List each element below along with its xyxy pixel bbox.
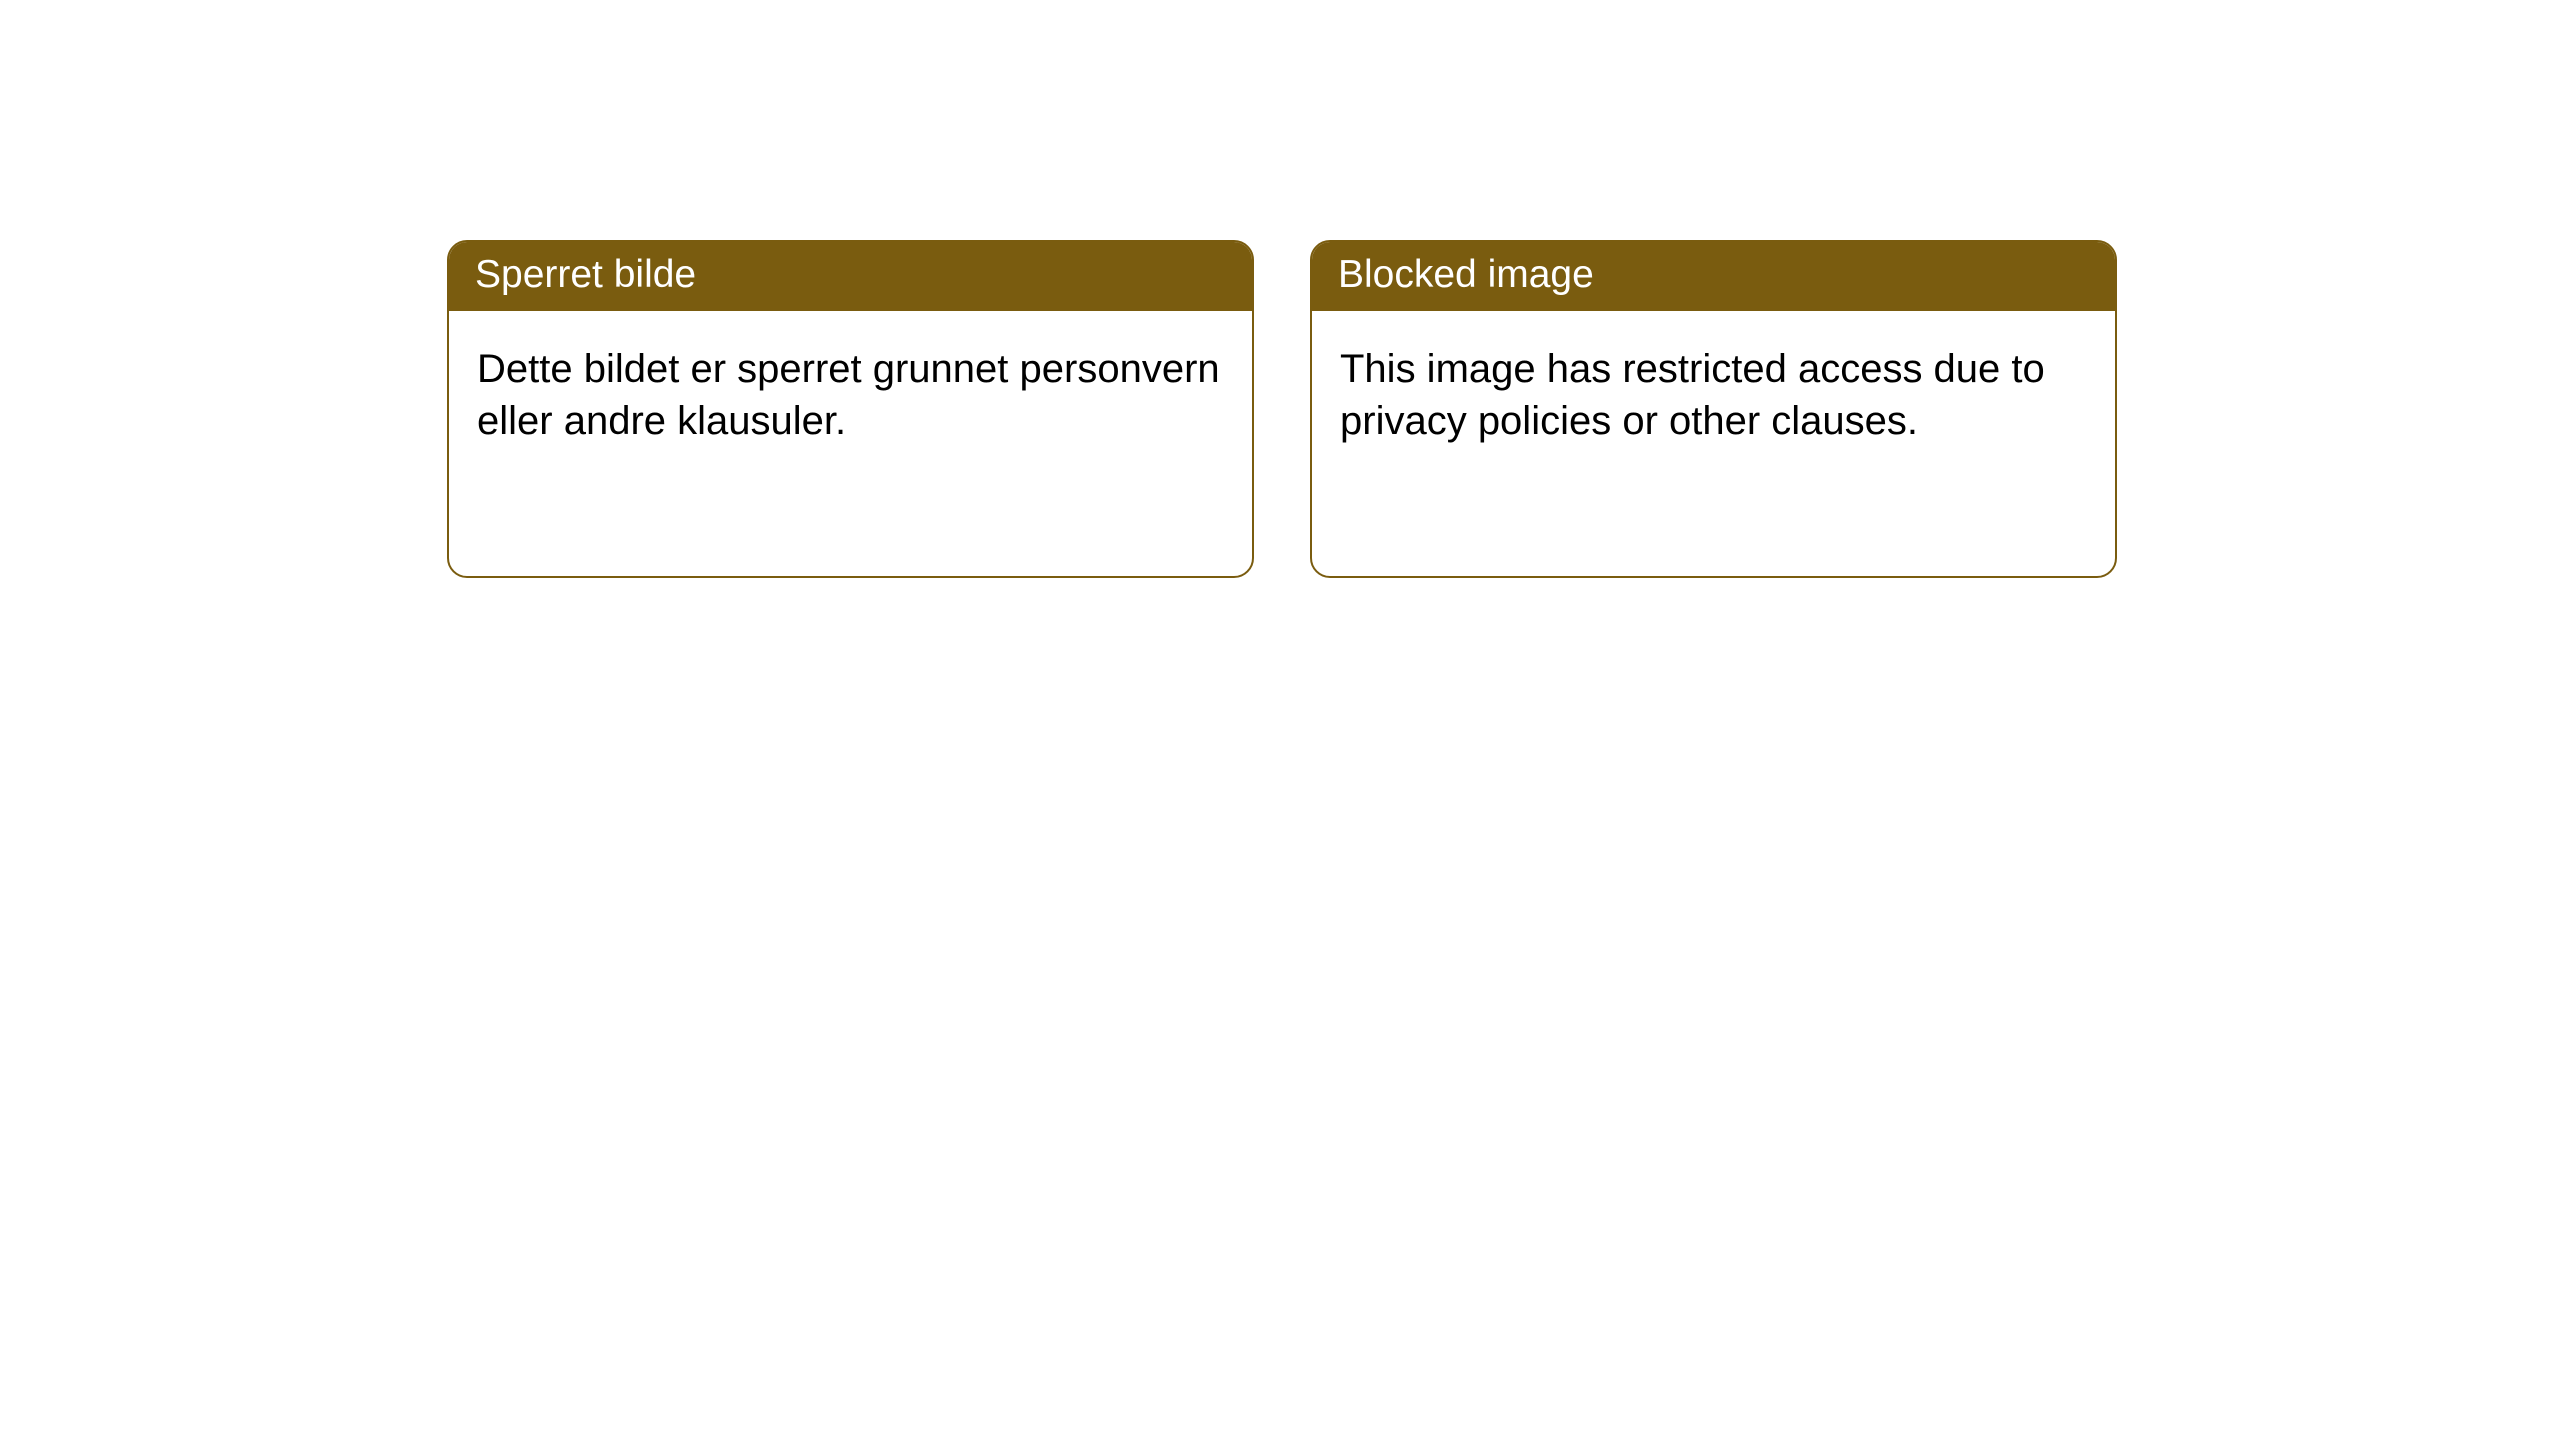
card-message: Dette bildet er sperret grunnet personve…: [477, 347, 1220, 443]
card-header: Blocked image: [1312, 242, 2115, 311]
card-body: Dette bildet er sperret grunnet personve…: [449, 311, 1252, 479]
card-header: Sperret bilde: [449, 242, 1252, 311]
card-title: Blocked image: [1338, 253, 1594, 296]
card-body: This image has restricted access due to …: [1312, 311, 2115, 479]
blocked-image-card-english: Blocked image This image has restricted …: [1310, 240, 2117, 578]
blocked-image-card-norwegian: Sperret bilde Dette bildet er sperret gr…: [447, 240, 1254, 578]
card-title: Sperret bilde: [475, 253, 696, 296]
cards-container: Sperret bilde Dette bildet er sperret gr…: [0, 0, 2560, 578]
card-message: This image has restricted access due to …: [1340, 347, 2045, 443]
